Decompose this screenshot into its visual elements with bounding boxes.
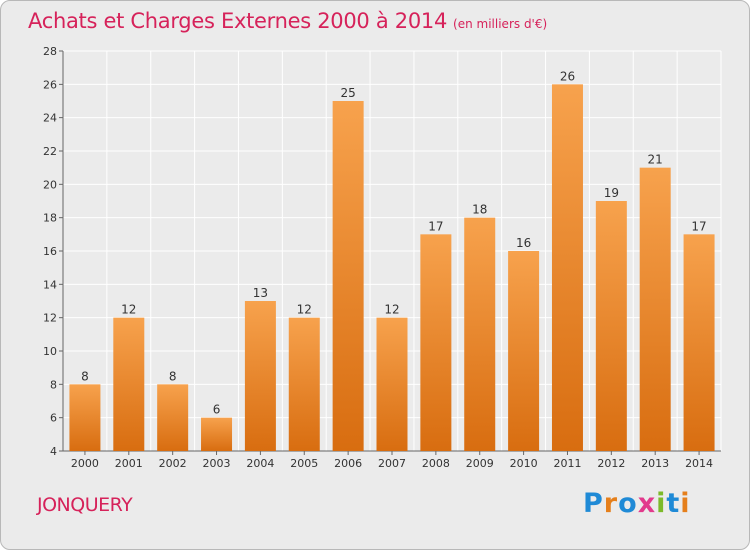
data-label: 12 bbox=[297, 303, 312, 317]
data-label: 25 bbox=[340, 86, 355, 100]
y-tick-label: 4 bbox=[50, 445, 57, 458]
y-tick-label: 20 bbox=[43, 178, 57, 191]
x-tick-label: 2011 bbox=[553, 457, 581, 470]
data-label: 16 bbox=[516, 236, 531, 250]
x-tick-label: 2006 bbox=[334, 457, 362, 470]
data-label: 8 bbox=[81, 369, 89, 383]
proxiti-logo[interactable]: Proxiti bbox=[583, 488, 691, 519]
bar bbox=[639, 167, 671, 451]
x-tick-label: 2005 bbox=[290, 457, 318, 470]
y-tick-label: 6 bbox=[50, 412, 57, 425]
data-label: 17 bbox=[691, 219, 706, 233]
x-tick-label: 2001 bbox=[115, 457, 143, 470]
logo-letter: i bbox=[680, 488, 691, 519]
bar bbox=[508, 251, 540, 451]
bar bbox=[244, 301, 276, 451]
data-label: 21 bbox=[648, 153, 663, 167]
bar bbox=[464, 217, 496, 451]
x-tick-label: 2014 bbox=[685, 457, 713, 470]
data-label: 17 bbox=[428, 219, 443, 233]
bar bbox=[683, 234, 715, 451]
x-tick-label: 2000 bbox=[71, 457, 99, 470]
x-tick-label: 2012 bbox=[597, 457, 625, 470]
y-tick-label: 28 bbox=[43, 45, 57, 58]
y-tick-label: 16 bbox=[43, 245, 57, 258]
y-tick-label: 12 bbox=[43, 312, 57, 325]
data-label: 18 bbox=[472, 203, 487, 217]
y-tick-label: 26 bbox=[43, 78, 57, 91]
chart-title: Achats et Charges Externes 2000 à 2014 (e… bbox=[28, 6, 547, 36]
chart-unit: (en milliers d'€) bbox=[453, 17, 548, 31]
bar bbox=[288, 317, 320, 451]
x-tick-label: 2009 bbox=[466, 457, 494, 470]
city-name: JONQUERY bbox=[37, 494, 133, 516]
y-tick-label: 10 bbox=[43, 345, 57, 358]
x-tick-label: 2007 bbox=[378, 457, 406, 470]
bar bbox=[69, 384, 101, 451]
data-label: 6 bbox=[213, 403, 221, 417]
y-tick-label: 8 bbox=[50, 378, 57, 391]
bar bbox=[420, 234, 452, 451]
bar bbox=[332, 101, 364, 451]
x-tick-label: 2008 bbox=[422, 457, 450, 470]
y-tick-label: 22 bbox=[43, 145, 57, 158]
bar bbox=[113, 317, 145, 451]
bar bbox=[376, 317, 408, 451]
x-tick-label: 2004 bbox=[246, 457, 274, 470]
logo-letter: x bbox=[637, 488, 657, 519]
logo-letter: t bbox=[666, 488, 681, 519]
data-label: 12 bbox=[121, 303, 136, 317]
y-tick-label: 14 bbox=[43, 278, 57, 291]
y-tick-label: 18 bbox=[43, 212, 57, 225]
logo-letter: o bbox=[618, 488, 638, 519]
bars bbox=[69, 84, 715, 451]
data-label: 19 bbox=[604, 186, 619, 200]
bar bbox=[201, 417, 233, 451]
data-label: 26 bbox=[560, 69, 575, 83]
x-tick-label: 2003 bbox=[203, 457, 231, 470]
bar bbox=[595, 201, 627, 451]
bar bbox=[551, 84, 583, 451]
x-tick-label: 2013 bbox=[641, 457, 669, 470]
chart-title-text: Achats et Charges Externes 2000 à 2014 bbox=[28, 9, 448, 33]
bar bbox=[157, 384, 189, 451]
logo-letter: i bbox=[656, 488, 667, 519]
data-label: 8 bbox=[169, 369, 177, 383]
data-labels: 8 12 8 6 13 12 25 12 17 18 16 26 19 21 17 bbox=[81, 69, 707, 416]
tick-labels: 4 6 8 10 12 14 16 18 20 22 24 26 28 2000 2001 2002 2003 2… bbox=[43, 45, 713, 470]
x-tick-label: 2010 bbox=[510, 457, 538, 470]
data-label: 12 bbox=[384, 303, 399, 317]
logo-letter: r bbox=[603, 488, 619, 519]
x-tick-label: 2002 bbox=[159, 457, 187, 470]
y-tick-label: 24 bbox=[43, 112, 57, 125]
data-label: 13 bbox=[253, 286, 268, 300]
logo-letter: P bbox=[583, 488, 604, 519]
